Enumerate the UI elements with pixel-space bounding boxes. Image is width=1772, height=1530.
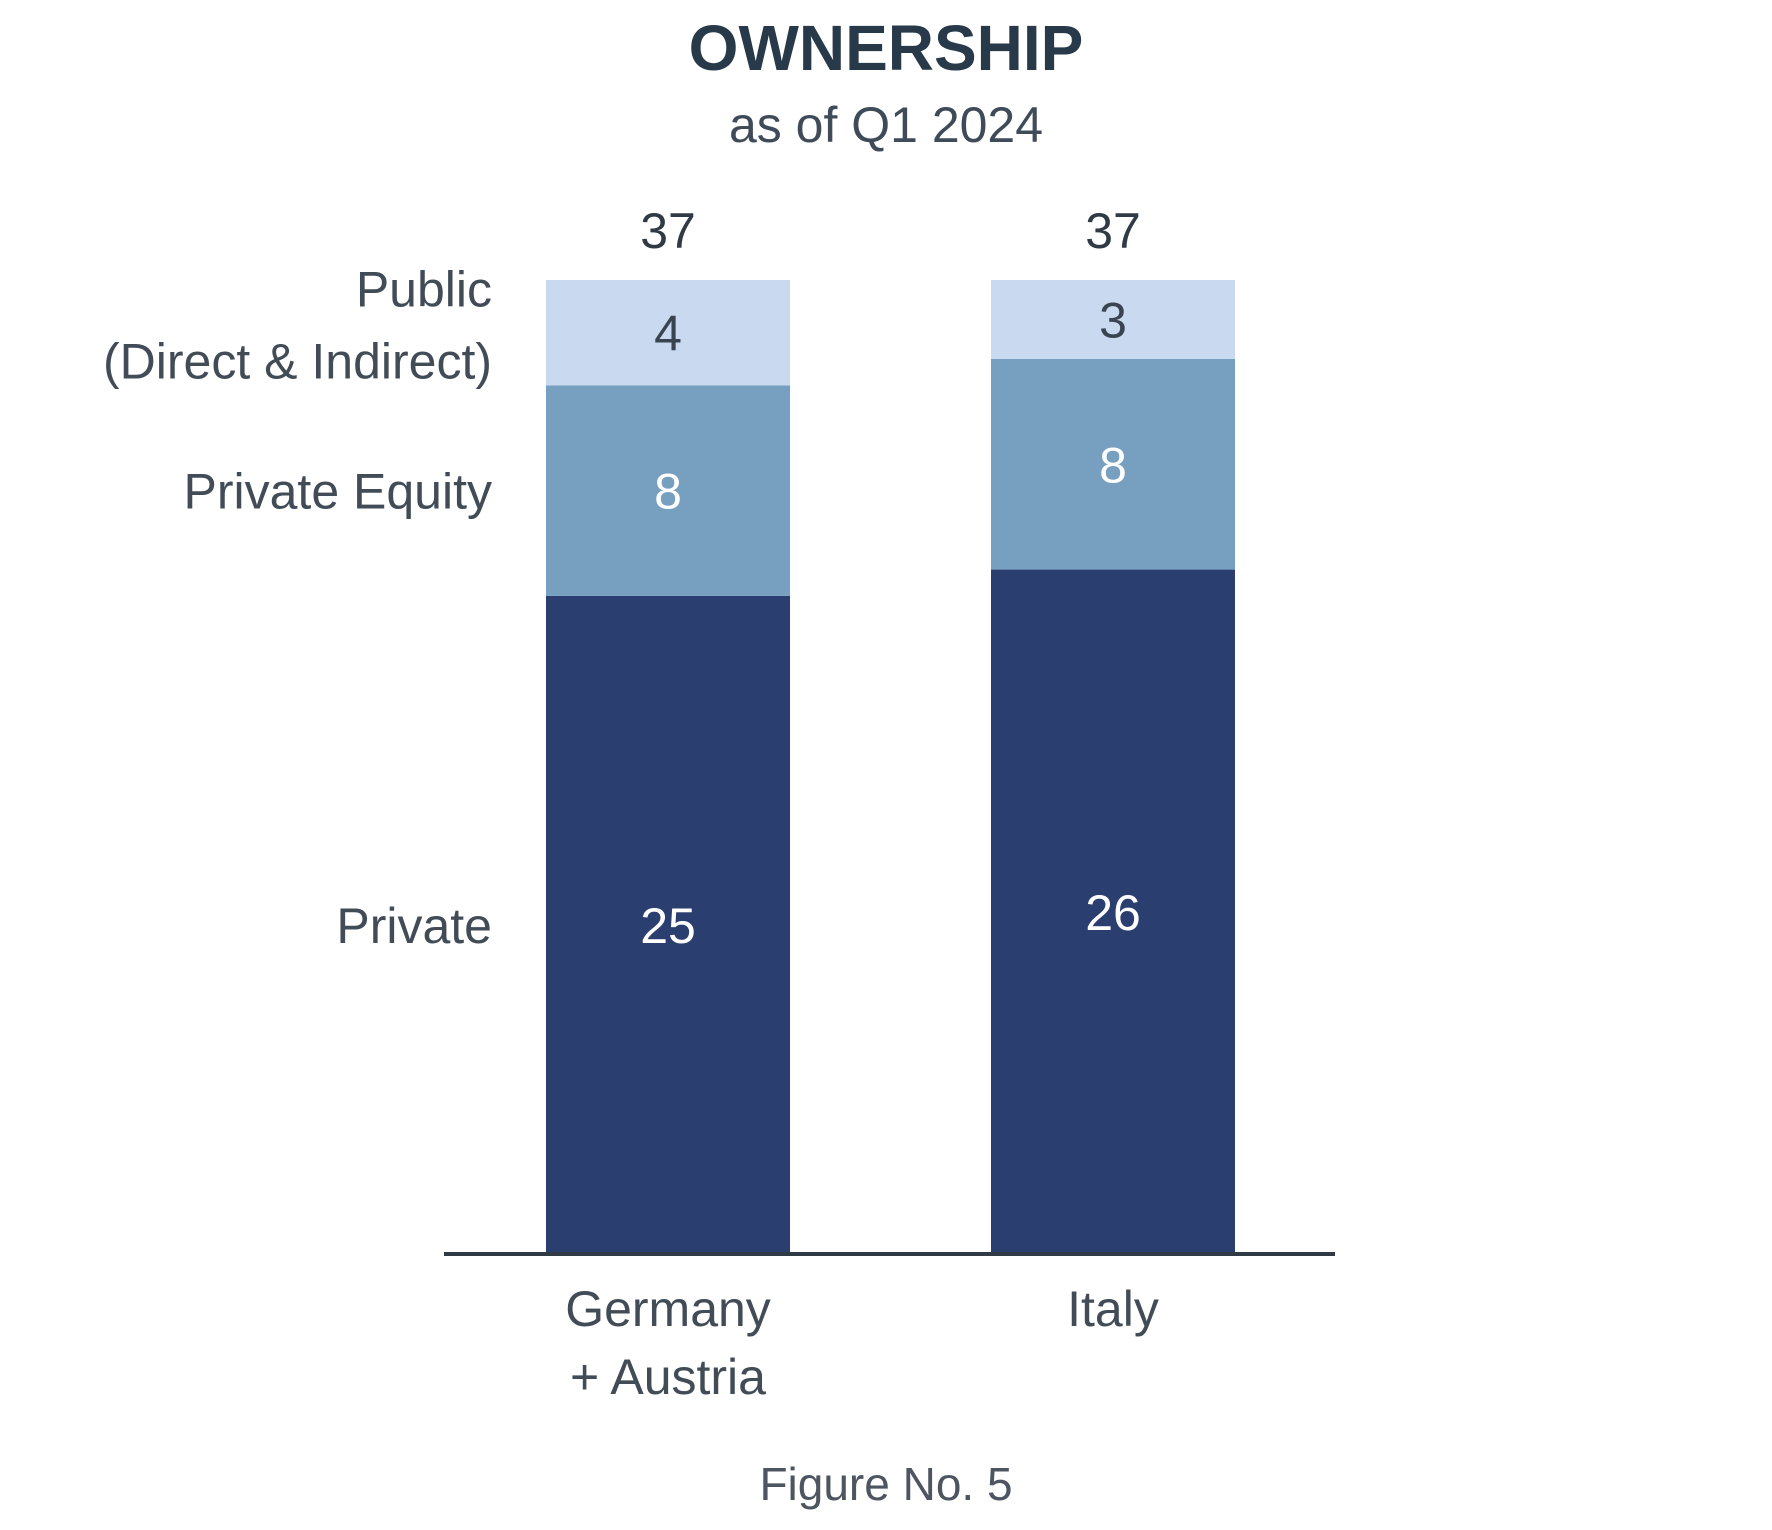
bar-value-label: 8: [654, 464, 682, 520]
bar-value-label: 4: [654, 306, 682, 362]
plot-area: 25 8 4 37 Germany + Austria 26 8 3 37 Italy Private…: [103, 203, 1235, 1405]
series-label: Private: [336, 898, 492, 954]
series-label: Private Equity: [184, 464, 492, 520]
series-label: (Direct & Indirect): [103, 334, 492, 390]
category-label: Germany: [565, 1281, 771, 1337]
bar-segment: [546, 595, 790, 1254]
bar-total-label: 37: [1085, 203, 1141, 259]
bar-value-label: 26: [1085, 885, 1141, 941]
chart-subtitle: as of Q1 2024: [729, 97, 1043, 153]
bar-segment: [991, 280, 1235, 359]
bar-total-label: 37: [640, 203, 696, 259]
category-label: + Austria: [570, 1349, 766, 1405]
category-label: Italy: [1067, 1281, 1159, 1337]
bar-segment: [546, 280, 790, 386]
bar-value-label: 25: [640, 898, 696, 954]
series-label: Public: [356, 262, 492, 318]
bar-segment: [991, 569, 1235, 1254]
bar-segment: [991, 358, 1235, 570]
bar-segment: [546, 385, 790, 596]
bar-value-label: 8: [1099, 437, 1127, 493]
figure-caption: Figure No. 5: [759, 1458, 1012, 1510]
chart-title: OWNERSHIP: [689, 12, 1084, 84]
bar-value-label: 3: [1099, 292, 1127, 348]
